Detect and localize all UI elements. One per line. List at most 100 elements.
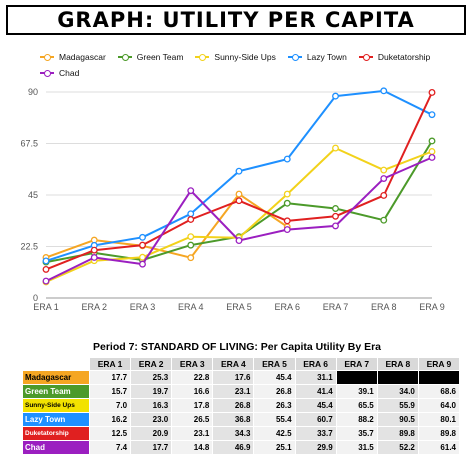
table-cell: 17.8 bbox=[171, 398, 214, 413]
table-cell: 14.8 bbox=[171, 440, 214, 455]
data-point bbox=[332, 92, 339, 100]
table-cell: 23.0 bbox=[130, 412, 173, 427]
y-tick-label: 45 bbox=[28, 190, 38, 200]
legend-item: Chad bbox=[40, 68, 79, 78]
y-tick-label: 90 bbox=[28, 87, 38, 97]
row-label: Duketatorship bbox=[22, 426, 90, 441]
table-body: Madagascar 17.7 25.3 22.8 17.6 45.4 31.1 Green … bbox=[22, 370, 461, 455]
data-point bbox=[42, 257, 50, 265]
data-point bbox=[428, 154, 436, 161]
legend-item: Green Team bbox=[117, 52, 184, 62]
data-point bbox=[187, 241, 195, 249]
data-point bbox=[90, 246, 98, 254]
table-row: Lazy Town 16.2 23.0 26.5 36.8 55.4 60.7 88.2 90.… bbox=[22, 412, 461, 427]
legend-label: Duketatorship bbox=[377, 52, 431, 62]
table-cell bbox=[376, 370, 419, 385]
legend-item: Duketatorship bbox=[358, 52, 431, 62]
legend: Madagascar Green Team Sunny-Side Ups Lazy T… bbox=[40, 52, 460, 84]
x-tick-label: ERA 3 bbox=[130, 302, 156, 312]
table-cell: 26.8 bbox=[212, 398, 255, 413]
legend-marker-icon bbox=[195, 53, 210, 61]
table-cell: 60.7 bbox=[294, 412, 337, 427]
data-point bbox=[139, 233, 146, 241]
table-cell: 16.3 bbox=[130, 398, 173, 413]
table-cell: 80.1 bbox=[417, 412, 461, 427]
data-point bbox=[380, 175, 388, 182]
data-point bbox=[42, 277, 50, 285]
legend-item: Madagascar bbox=[40, 52, 106, 62]
table-cell: 19.7 bbox=[130, 384, 173, 399]
column-header: ERA 1 bbox=[88, 357, 132, 371]
row-label: Sunny-Side Ups bbox=[22, 398, 90, 413]
legend-label: Madagascar bbox=[59, 52, 106, 62]
table-cell: 22.8 bbox=[171, 370, 214, 385]
x-tick-label: ERA 2 bbox=[81, 302, 107, 312]
table-cell: 25.3 bbox=[130, 370, 173, 385]
legend-item: Sunny-Side Ups bbox=[195, 52, 276, 62]
table-cell: 26.8 bbox=[253, 384, 296, 399]
data-point bbox=[283, 217, 291, 225]
table-cell: 55.9 bbox=[376, 398, 419, 413]
table-cell: 42.5 bbox=[253, 426, 296, 441]
table-cell: 20.9 bbox=[130, 426, 173, 441]
x-tick-label: ERA 5 bbox=[226, 302, 252, 312]
data-point bbox=[380, 87, 388, 95]
table-cell: 88.2 bbox=[335, 412, 378, 427]
legend-label: Green Team bbox=[136, 52, 184, 62]
data-point bbox=[139, 253, 146, 261]
table-title: Period 7: STANDARD OF LIVING: Per Capita… bbox=[92, 341, 382, 353]
data-point bbox=[428, 111, 436, 119]
table-cell: 23.1 bbox=[212, 384, 255, 399]
data-point bbox=[332, 144, 339, 152]
table-cell: 46.9 bbox=[212, 440, 255, 455]
table-cell: 36.8 bbox=[212, 412, 255, 427]
data-point bbox=[283, 199, 291, 207]
column-header: ERA 3 bbox=[171, 357, 214, 371]
table-cell: 12.5 bbox=[88, 426, 132, 441]
table-row: Duketatorship 12.5 20.9 23.1 34.3 42.5 33.7 35.… bbox=[22, 426, 461, 441]
table-cell: 26.5 bbox=[171, 412, 214, 427]
data-point bbox=[139, 241, 146, 249]
table-corner bbox=[22, 357, 90, 371]
table-cell: 25.1 bbox=[253, 440, 296, 455]
data-point bbox=[42, 265, 50, 273]
chart-title: GRAPH: UTILITY PER CAPITA bbox=[6, 5, 466, 35]
table-cell: 65.5 bbox=[335, 398, 378, 413]
data-point bbox=[380, 166, 388, 174]
legend-marker-icon bbox=[287, 53, 302, 61]
data-point bbox=[428, 148, 436, 155]
row-label: Lazy Town bbox=[22, 412, 90, 427]
table-cell: 16.6 bbox=[171, 384, 214, 399]
table-cell: 39.1 bbox=[335, 384, 378, 399]
legend-row: Madagascar Green Team Sunny-Side Ups Lazy T… bbox=[40, 52, 460, 62]
line-chart: 0 22.5 45 67.5 90 ERA 1 ERA 2 ERA 3 ERA 4 ERA 5 ER… bbox=[20, 87, 444, 312]
table-cell: 45.4 bbox=[294, 398, 337, 413]
data-point bbox=[187, 216, 195, 223]
table-cell: 89.8 bbox=[376, 426, 419, 441]
row-label: Green Team bbox=[22, 384, 90, 399]
data-point bbox=[380, 192, 388, 199]
y-tick-label: 0 bbox=[33, 293, 38, 303]
row-label: Chad bbox=[22, 440, 90, 455]
table-cell: 15.7 bbox=[88, 384, 132, 399]
x-tick-label: ERA 8 bbox=[371, 302, 397, 312]
table-cell: 41.4 bbox=[294, 384, 337, 399]
data-point bbox=[428, 89, 436, 96]
x-tick-label: ERA 7 bbox=[323, 302, 349, 312]
column-header: ERA 6 bbox=[294, 357, 337, 371]
table-cell: 26.3 bbox=[253, 398, 296, 413]
table-header-row: ERA 1 ERA 2 ERA 3 ERA 4 ERA 5 ERA 6 ERA 7 ERA 8… bbox=[22, 357, 461, 371]
column-header: ERA 2 bbox=[130, 357, 173, 371]
data-table: ERA 1 ERA 2 ERA 3 ERA 4 ERA 5 ERA 6 ERA 7 ERA 8… bbox=[22, 357, 461, 455]
data-point bbox=[332, 205, 339, 212]
x-tick-label: ERA 6 bbox=[274, 302, 300, 312]
table-cell: 35.7 bbox=[335, 426, 378, 441]
table-cell: 7.0 bbox=[88, 398, 132, 413]
data-point bbox=[187, 254, 195, 262]
table-cell: 31.5 bbox=[335, 440, 378, 455]
table-cell: 34.3 bbox=[212, 426, 255, 441]
data-point bbox=[235, 237, 243, 244]
table-cell: 89.8 bbox=[417, 426, 461, 441]
data-point bbox=[380, 216, 388, 224]
data-point bbox=[235, 167, 243, 175]
